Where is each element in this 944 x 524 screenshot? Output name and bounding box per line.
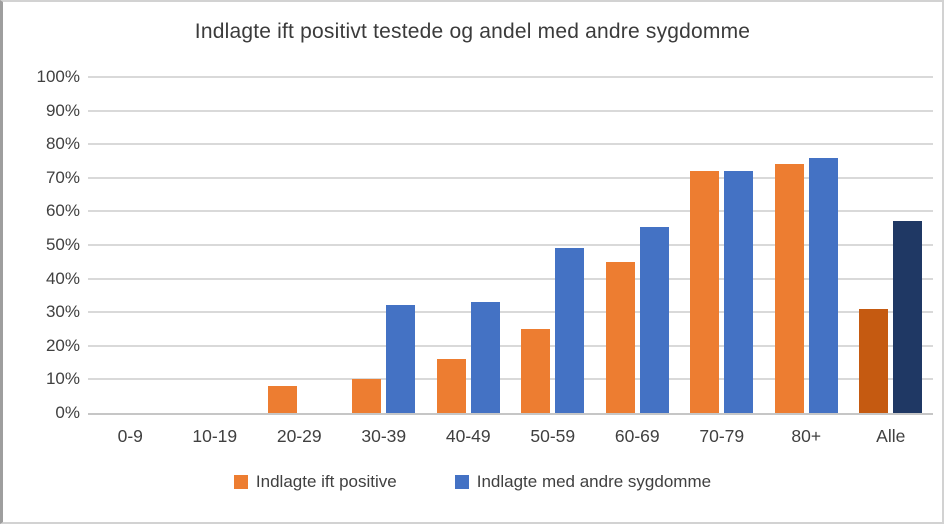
- bar-series1-30-39: [352, 379, 382, 413]
- y-tick-label: 0%: [55, 403, 80, 422]
- y-tick-label: 30%: [45, 302, 80, 322]
- gridline: [88, 311, 933, 314]
- x-tick-label-20-29: 20-29: [276, 426, 322, 446]
- gridline: [88, 378, 933, 381]
- legend-swatch-icon: [454, 475, 469, 489]
- bar-series2-70-79: [724, 171, 754, 413]
- x-tick-label-80+: 80+: [791, 426, 822, 446]
- y-axis-labels: 0% 10% 20% 30% 40% 50% 60% 70% 80% 90% 100%: [3, 67, 80, 422]
- bar-series1-Alle: [859, 308, 889, 413]
- x-tick-label-70-79: 70-79: [699, 426, 745, 446]
- x-tick-label-60-69: 60-69: [614, 426, 660, 446]
- y-tick-label: 50%: [45, 235, 80, 254]
- y-tick-label: 60%: [45, 201, 80, 221]
- bar-series1-80+: [774, 164, 804, 413]
- legend-item-1: Indlagte ift positive: [233, 472, 397, 492]
- x-tick-label-30-39: 30-39: [361, 426, 407, 446]
- y-tick-label: 80%: [45, 134, 80, 154]
- bar-series2-30-39: [386, 305, 416, 413]
- y-tick-label: 20%: [45, 335, 80, 355]
- bar-series2-60-69: [639, 226, 669, 413]
- y-tick-label: 70%: [45, 167, 80, 187]
- bar-series2-Alle: [893, 221, 923, 413]
- bar-series1-70-79: [690, 171, 720, 413]
- bar-series1-40-49: [436, 359, 466, 413]
- bar-series1-20-29: [267, 386, 297, 413]
- gridline: [88, 143, 933, 146]
- bar-series2-50-59: [555, 248, 585, 413]
- y-tick-label: 10%: [45, 369, 80, 389]
- legend-item-2: Indlagte med andre sygdomme: [454, 472, 712, 492]
- x-tick-label-Alle: Alle: [876, 426, 906, 446]
- x-tick-label-50-59: 50-59: [530, 426, 576, 446]
- gridline: [88, 109, 933, 112]
- bar-series1-60-69: [605, 261, 635, 413]
- y-tick-label: 40%: [45, 268, 80, 288]
- gridline: [88, 344, 933, 347]
- gridline: [88, 244, 933, 246]
- chart-title: Indlagte ift positivt testede og andel m…: [194, 20, 751, 43]
- legend-label: Indlagte med andre sygdomme: [476, 472, 712, 491]
- y-tick-label: 90%: [45, 100, 80, 120]
- x-tick-label-0-9: 0-9: [117, 426, 143, 446]
- gridline: [88, 277, 933, 280]
- x-tick-label-40-49: 40-49: [445, 426, 491, 446]
- x-tick-label-10-19: 10-19: [192, 426, 238, 446]
- bar-series1-50-59: [521, 329, 551, 413]
- gridline: [88, 76, 933, 78]
- plot-area: [88, 76, 933, 415]
- legend-swatch-icon: [233, 475, 248, 489]
- gridline: [88, 176, 933, 179]
- legend: Indlagte ift positive Indlagte med andre …: [3, 472, 942, 492]
- legend-label: Indlagte ift positive: [255, 472, 397, 491]
- bar-series2-80+: [808, 157, 838, 413]
- gridline: [88, 210, 933, 213]
- x-axis-labels: 0-9 10-19 20-29 30-39 40-49 50-59 60-69 70-79 80…: [88, 426, 933, 448]
- y-tick-label: 100%: [36, 67, 80, 86]
- bar-series2-40-49: [470, 302, 500, 413]
